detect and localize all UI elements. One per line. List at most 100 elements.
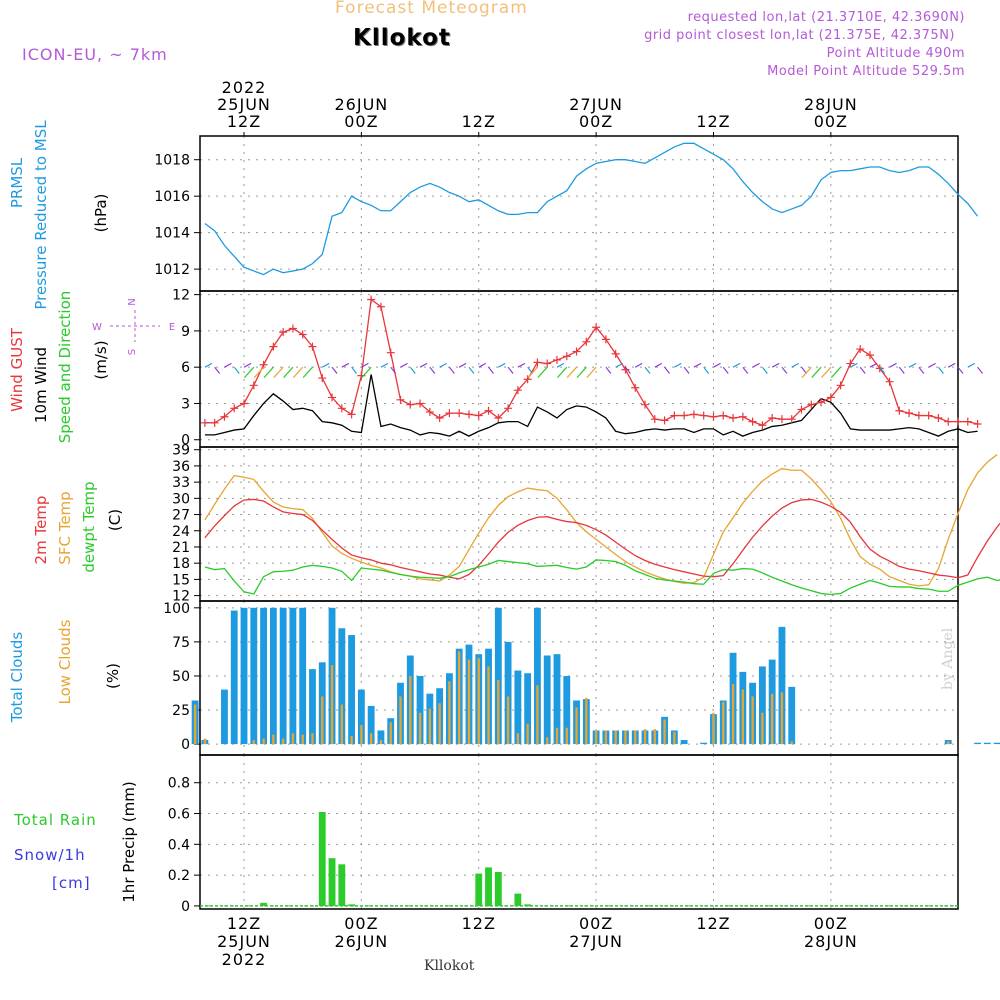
low-cloud-bar	[575, 707, 578, 745]
wind-direction-arrow	[634, 362, 643, 368]
temp-dewpt-label: dewpt Temp	[80, 481, 98, 572]
y-tick-label: 15	[172, 572, 190, 588]
model-label: ICON-EU, ~ 7km	[22, 45, 168, 64]
low-cloud-bar	[252, 740, 255, 745]
rain-bar	[485, 867, 492, 906]
model-altitude: Model Point Altitude 529.5m	[767, 64, 965, 79]
gust-marker	[729, 413, 738, 422]
pressure-label-prmsl: PRMSL	[8, 157, 26, 208]
y-tick-label: 24	[172, 524, 190, 540]
total-cloud-bar	[338, 628, 346, 745]
time-label-top: 12Z	[227, 112, 261, 131]
gust-marker	[865, 351, 874, 360]
wind-10m-label: 10m Wind	[32, 347, 50, 423]
wind-direction-arrow	[448, 366, 455, 374]
rain-bar	[524, 904, 532, 906]
time-label-bottom: 26JUN	[334, 932, 388, 951]
requested-coords: requested lon,lat (21.3710E, 42.3690N)	[687, 10, 965, 25]
low-cloud-bar	[731, 684, 735, 745]
gust-marker	[689, 410, 698, 419]
y-tick-label: 30	[172, 491, 190, 507]
time-label-bottom: 00Z	[579, 914, 613, 933]
gust-marker	[513, 386, 522, 395]
low-cloud-bar	[526, 723, 529, 745]
wind-direction-arrow	[458, 362, 467, 368]
wind-direction-arrow	[507, 366, 514, 374]
wind-direction-arrow	[967, 362, 976, 368]
gust-marker	[885, 377, 894, 386]
low-cloud-bar	[193, 704, 197, 745]
wind-direction-arrow	[224, 362, 232, 368]
wind-direction-arrow	[556, 362, 565, 368]
wind-direction-arrow	[527, 366, 534, 374]
compass-n: N	[127, 298, 138, 305]
low-cloud-bar	[614, 730, 617, 745]
gust-marker	[474, 411, 483, 420]
low-cloud-bar	[311, 733, 314, 745]
total-cloud-bar	[348, 635, 356, 745]
gust-marker	[807, 400, 816, 409]
gust-marker	[963, 417, 972, 426]
wind-direction-arrow	[341, 362, 350, 368]
time-label-bottom: 12Z	[696, 914, 730, 933]
low-cloud-bar	[379, 740, 383, 745]
footer-place: Kllokot	[424, 958, 475, 974]
time-label-top: 28JUN	[804, 95, 858, 114]
gust-marker	[406, 400, 415, 409]
total-cloud-bar	[514, 670, 522, 745]
y-tick-label: 75	[172, 635, 190, 651]
y-tick-label: 0.8	[168, 776, 190, 792]
y-tick-label: 0.4	[168, 837, 190, 853]
y-tick-label: 39	[172, 443, 190, 459]
total-cloud-bar	[983, 742, 991, 745]
temp-unit-label: (C)	[106, 509, 124, 531]
low-cloud-bar	[536, 685, 539, 745]
wind-direction-arrow	[879, 366, 886, 374]
wind-direction-arrow	[801, 366, 812, 379]
wind-direction-arrow	[273, 366, 284, 379]
wind-direction-arrow	[586, 366, 597, 379]
low-cloud-bar	[594, 730, 598, 745]
wind-direction-arrow	[928, 362, 936, 368]
time-label-top: 00Z	[814, 112, 848, 131]
wind-direction-arrow	[409, 366, 416, 374]
total-cloud-bar	[494, 607, 502, 745]
gust-marker	[699, 411, 708, 420]
gust-marker	[709, 412, 718, 421]
low-cloud-bar	[585, 697, 588, 745]
gust-marker	[552, 355, 561, 364]
y-tick-label: 50	[172, 669, 190, 685]
sfc-temp-line	[204, 454, 998, 587]
gust-marker	[425, 407, 434, 416]
low-cloud-bar	[722, 701, 725, 745]
total-cloud-bar	[309, 669, 316, 745]
low-cloud-bar	[555, 727, 559, 745]
y-tick-label: 0.6	[168, 807, 190, 823]
rain-bar	[348, 904, 356, 906]
wind-direction-arrow	[361, 362, 369, 368]
low-cloud-bar	[653, 729, 656, 745]
wind-direction-arrow	[889, 362, 897, 368]
low-cloud-bar	[291, 733, 295, 745]
time-label-top: 27JUN	[569, 95, 623, 114]
total-cloud-bar	[700, 742, 708, 745]
low-cloud-bar	[790, 741, 793, 745]
rain-bar	[494, 872, 502, 906]
gust-marker	[973, 420, 982, 429]
total-cloud-bar	[250, 607, 258, 745]
wind-direction-arrow	[654, 362, 663, 368]
low-cloud-bar	[497, 680, 500, 745]
gust-marker	[777, 415, 786, 424]
gust-marker	[934, 413, 943, 422]
gust-marker	[484, 406, 493, 415]
low-cloud-bar	[389, 722, 392, 745]
point-altitude: Point Altitude 490m	[826, 46, 965, 61]
gust-marker	[416, 399, 425, 408]
y-tick-label: 21	[172, 540, 190, 556]
y-tick-label: 25	[172, 703, 190, 719]
y-tick-label: 0	[181, 737, 190, 753]
gust-marker	[826, 393, 835, 402]
total-cloud-bar	[563, 675, 571, 745]
